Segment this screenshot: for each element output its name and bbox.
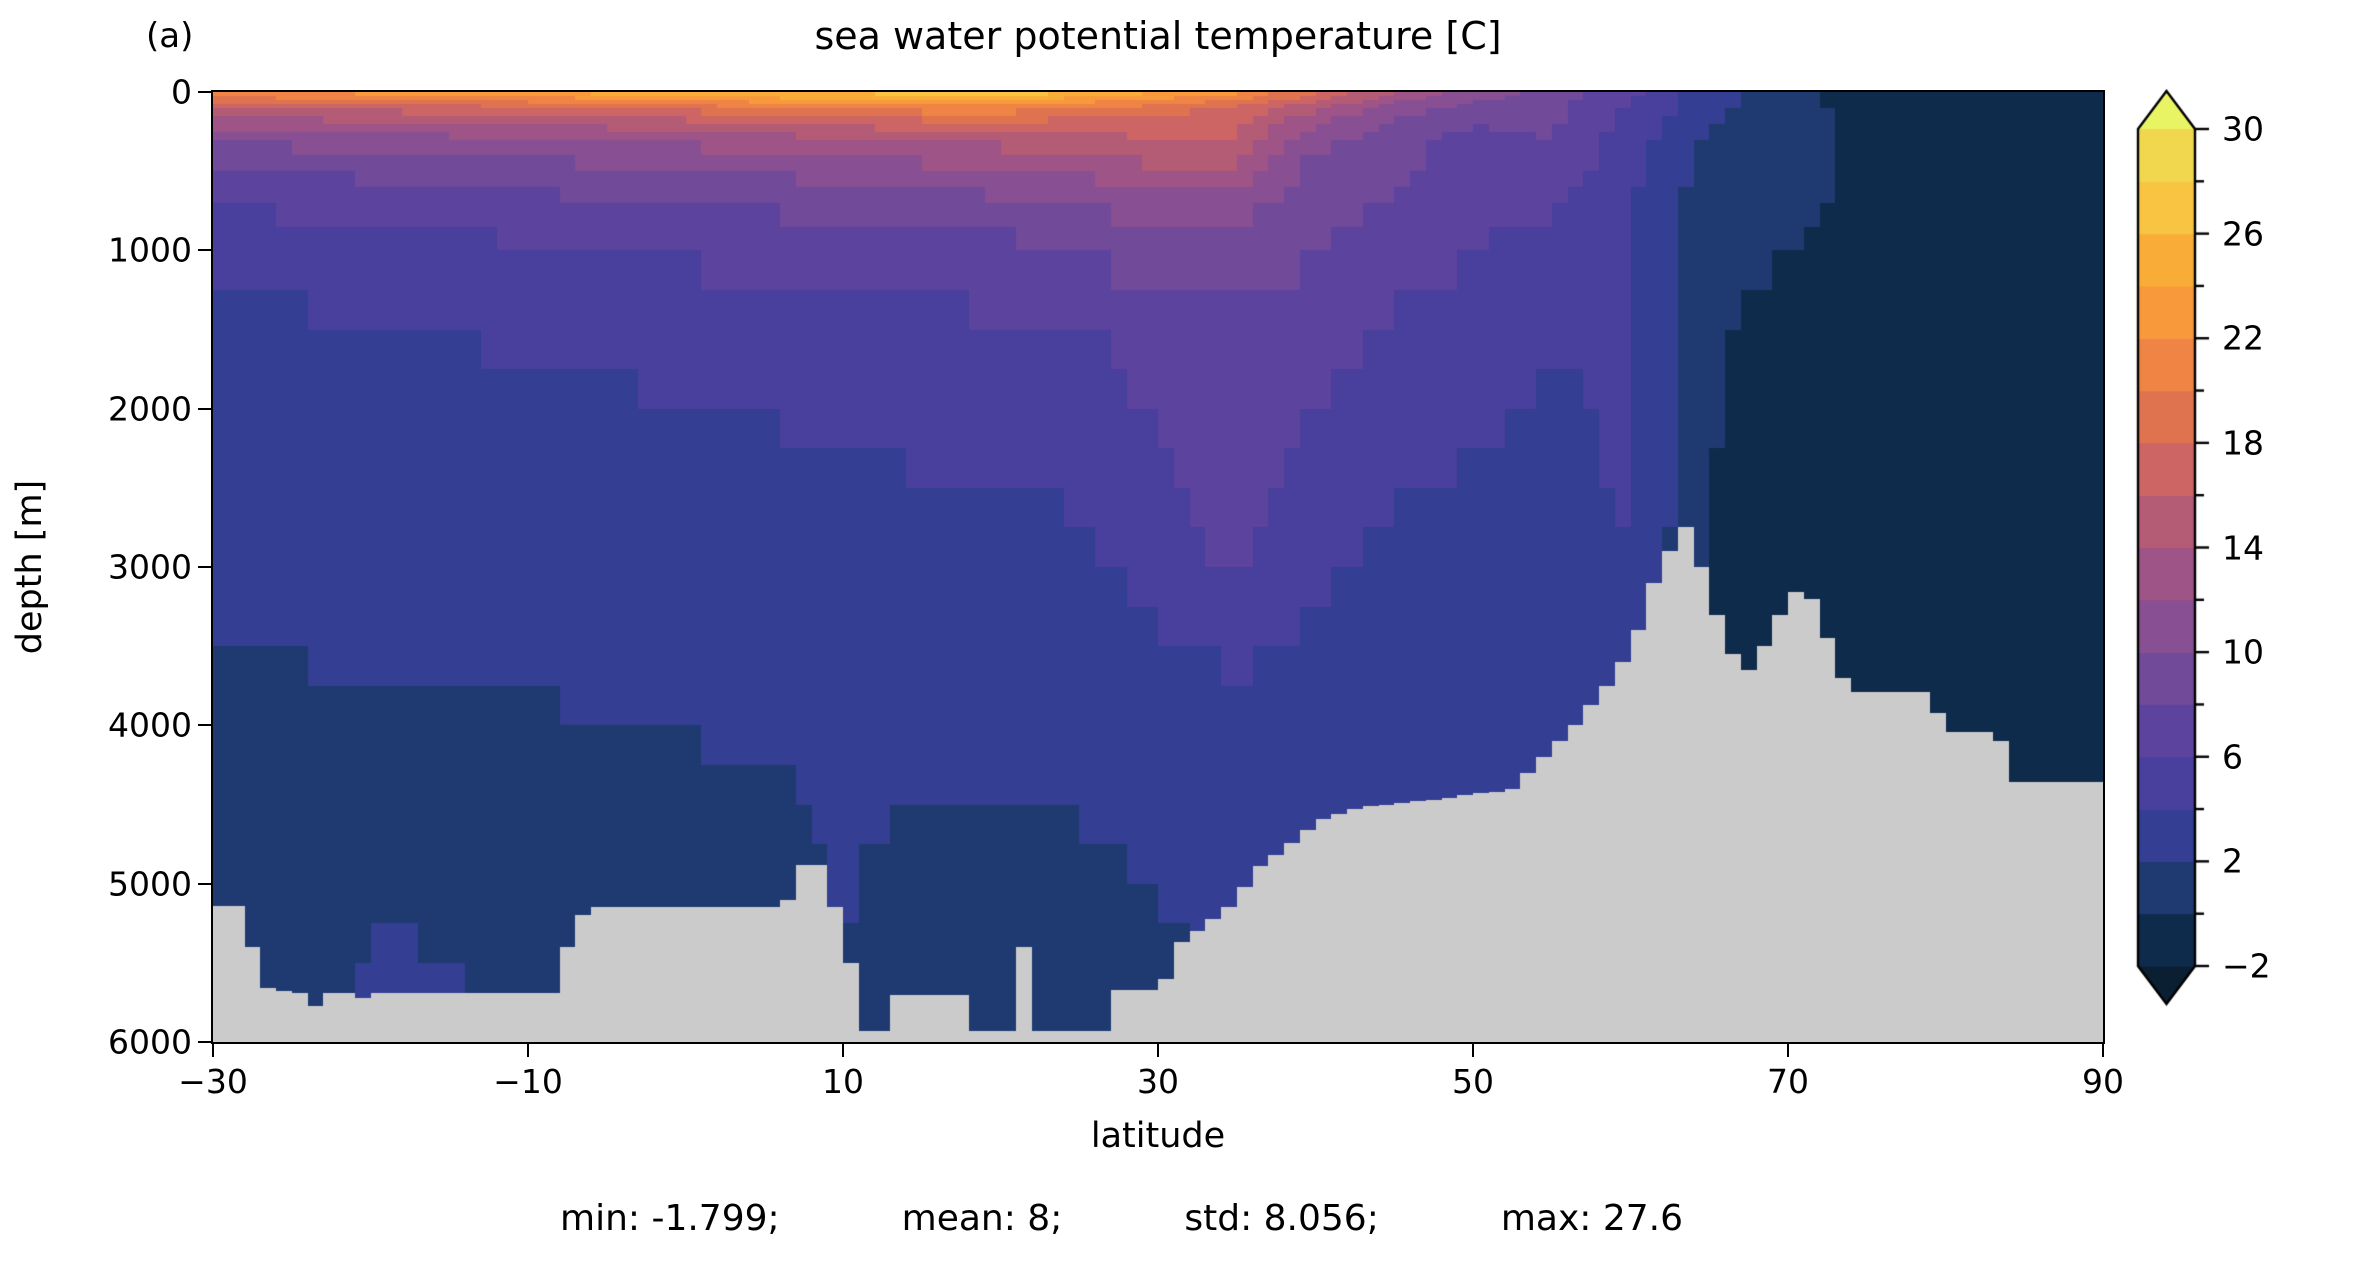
colorbar-tick-label: 10	[2222, 632, 2264, 672]
y-tick	[198, 1041, 211, 1043]
x-tick	[1787, 1044, 1789, 1057]
x-tick-label: 70	[1767, 1062, 1809, 1101]
x-axis-label: latitude	[1090, 1116, 1226, 1156]
stat-std: std: 8.056;	[1184, 1198, 1379, 1239]
x-tick-label: 90	[2082, 1062, 2124, 1101]
panel-label: (a)	[146, 16, 194, 56]
x-tick-label: 50	[1452, 1062, 1494, 1101]
stat-max: max: 27.6	[1500, 1198, 1683, 1239]
y-tick-label: 3000	[108, 547, 192, 587]
colorbar-tick-label: 2	[2222, 841, 2243, 881]
chart-title: sea water potential temperature [C]	[814, 14, 1502, 58]
y-tick	[198, 566, 211, 568]
colorbar-tick-label: −2	[2222, 946, 2271, 986]
x-tick	[2102, 1044, 2104, 1057]
x-tick-label: −30	[178, 1062, 248, 1101]
stat-min: min: -1.799;	[560, 1198, 780, 1239]
y-tick-label: 1000	[108, 230, 192, 270]
y-tick-label: 5000	[108, 864, 192, 904]
x-tick	[527, 1044, 529, 1057]
stat-mean: mean: 8;	[901, 1198, 1063, 1239]
x-tick	[1472, 1044, 1474, 1057]
colorbar-canvas	[2130, 85, 2226, 1015]
y-tick-label: 0	[171, 72, 192, 112]
colorbar-tick-label: 14	[2222, 528, 2264, 567]
y-tick	[198, 407, 211, 410]
colorbar-tick-label: 26	[2222, 214, 2264, 254]
x-tick-label: −10	[493, 1062, 563, 1101]
x-tick-label: 10	[822, 1062, 864, 1101]
temperature-field-canvas	[213, 92, 2103, 1042]
y-tick	[198, 882, 211, 885]
y-tick	[198, 249, 211, 252]
x-tick	[1157, 1044, 1159, 1057]
y-tick-label: 4000	[108, 705, 192, 745]
colorbar-tick-label: 30	[2222, 109, 2264, 149]
colorbar-tick-label: 6	[2222, 737, 2243, 777]
stats-line: min: -1.799; mean: 8; std: 8.056; max: 2…	[560, 1198, 1683, 1239]
y-tick	[198, 724, 211, 727]
x-tick-label: 30	[1137, 1062, 1179, 1101]
colorbar-tick-label: 18	[2222, 423, 2264, 463]
y-tick	[198, 91, 211, 93]
colorbar-tick-label: 22	[2222, 318, 2264, 358]
y-tick-label: 2000	[108, 389, 192, 429]
y-tick-label: 6000	[108, 1022, 192, 1062]
x-tick	[842, 1044, 844, 1057]
x-tick	[212, 1044, 214, 1057]
